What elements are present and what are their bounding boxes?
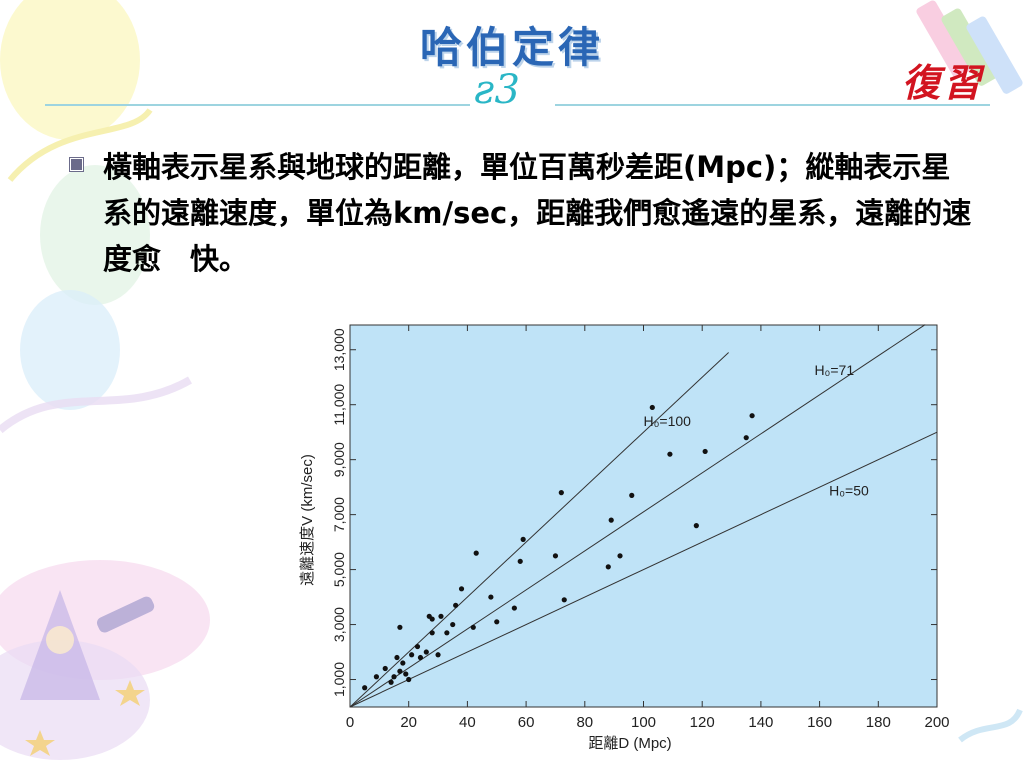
x-axis-label: 距離D (Mpc) [588, 734, 671, 752]
data-point [743, 435, 749, 441]
data-point [382, 665, 388, 672]
y-tick-label: 11,000 [331, 384, 347, 426]
wizard-telescope-decoration [20, 590, 155, 756]
x-tick-label: 200 [924, 714, 949, 731]
x-tick-label: 100 [631, 714, 656, 731]
data-point [394, 654, 400, 661]
x-tick-label: 40 [459, 714, 476, 731]
data-point [435, 652, 441, 658]
corner-swirl-decoration [958, 708, 1023, 743]
title-ornament: ƨ3 [474, 67, 520, 113]
data-point [494, 619, 500, 625]
y-tick-label: 5,000 [331, 552, 347, 587]
y-axis-ticks: 1,000 3,000 5,000 7,000 9,000 11,000 13,000 [331, 328, 937, 697]
data-point [520, 536, 526, 542]
data-point [702, 448, 708, 455]
review-label: 復習 [901, 60, 984, 105]
data-point [429, 616, 435, 622]
data-point [552, 553, 559, 559]
data-point [608, 517, 614, 523]
x-tick-label: 80 [576, 714, 593, 731]
data-point [605, 564, 611, 570]
data-point [388, 679, 394, 685]
data-point [511, 605, 517, 611]
data-point [558, 490, 564, 496]
y-tick-label: 1,000 [331, 662, 347, 697]
balloon-decoration [40, 165, 150, 305]
y-tick-label: 9,000 [331, 442, 347, 477]
data-point [473, 550, 479, 556]
slide-title: 哈伯定律 [419, 23, 604, 72]
data-point [362, 685, 368, 691]
y-axis-label: 遠離速度V (km/sec) [298, 454, 316, 586]
data-point [693, 523, 699, 529]
data-point [450, 621, 456, 628]
title-divider-left [45, 104, 470, 106]
data-point [617, 553, 623, 559]
data-point [429, 630, 435, 636]
bullet-icon [70, 158, 83, 171]
fit-line-label: H₀=100 [644, 413, 692, 429]
swirl-decoration [0, 376, 192, 434]
pencil-decoration [916, 0, 1023, 94]
data-point [409, 652, 415, 658]
x-axis-ticks: 0 20 40 60 80 100 120 140 160 180 200 [346, 325, 950, 731]
data-point [403, 671, 409, 677]
swirl-decoration [7, 108, 153, 182]
data-point [400, 660, 406, 666]
x-tick-label: 120 [690, 714, 715, 731]
x-tick-label: 20 [400, 714, 417, 731]
fit-line-labels: H₀=100 H₀=71 H₀=50 [644, 362, 869, 498]
balloon-decoration [20, 290, 120, 410]
x-tick-label: 60 [518, 714, 535, 731]
title-divider-right [555, 104, 990, 106]
data-point [749, 413, 755, 419]
data-point [391, 674, 397, 680]
data-point [444, 630, 450, 636]
y-tick-label: 13,000 [331, 328, 347, 371]
y-tick-label: 3,000 [331, 607, 347, 642]
data-point [649, 404, 655, 411]
data-point [423, 649, 429, 655]
x-tick-label: 0 [346, 714, 354, 731]
data-point [667, 451, 673, 457]
data-point [414, 643, 421, 650]
data-point [373, 674, 380, 680]
x-tick-label: 140 [748, 714, 773, 731]
fit-line [349, 431, 938, 708]
fit-line [349, 352, 729, 708]
bullet-text: 橫軸表示星系與地球的距離，單位百萬秒差距(Mpc)；縱軸表示星系的遠離速度，單位… [103, 150, 972, 276]
data-point [417, 654, 424, 661]
data-point [629, 492, 635, 498]
x-tick-label: 160 [807, 714, 832, 731]
data-point [453, 602, 459, 608]
fit-lines [349, 324, 938, 708]
fit-line-label: H₀=71 [814, 362, 854, 378]
data-point [470, 624, 476, 630]
data-points [362, 404, 755, 691]
fit-line-label: H₀=50 [829, 482, 869, 498]
data-point [397, 624, 403, 630]
data-point [406, 676, 412, 683]
fit-line [349, 324, 926, 708]
y-tick-label: 7,000 [331, 497, 347, 532]
plot-area [349, 324, 938, 708]
data-point [397, 668, 403, 674]
data-point [488, 594, 494, 600]
data-point [438, 613, 444, 619]
x-tick-label: 180 [866, 714, 891, 731]
data-point [561, 597, 567, 603]
data-point [458, 586, 465, 592]
data-point [517, 558, 523, 564]
